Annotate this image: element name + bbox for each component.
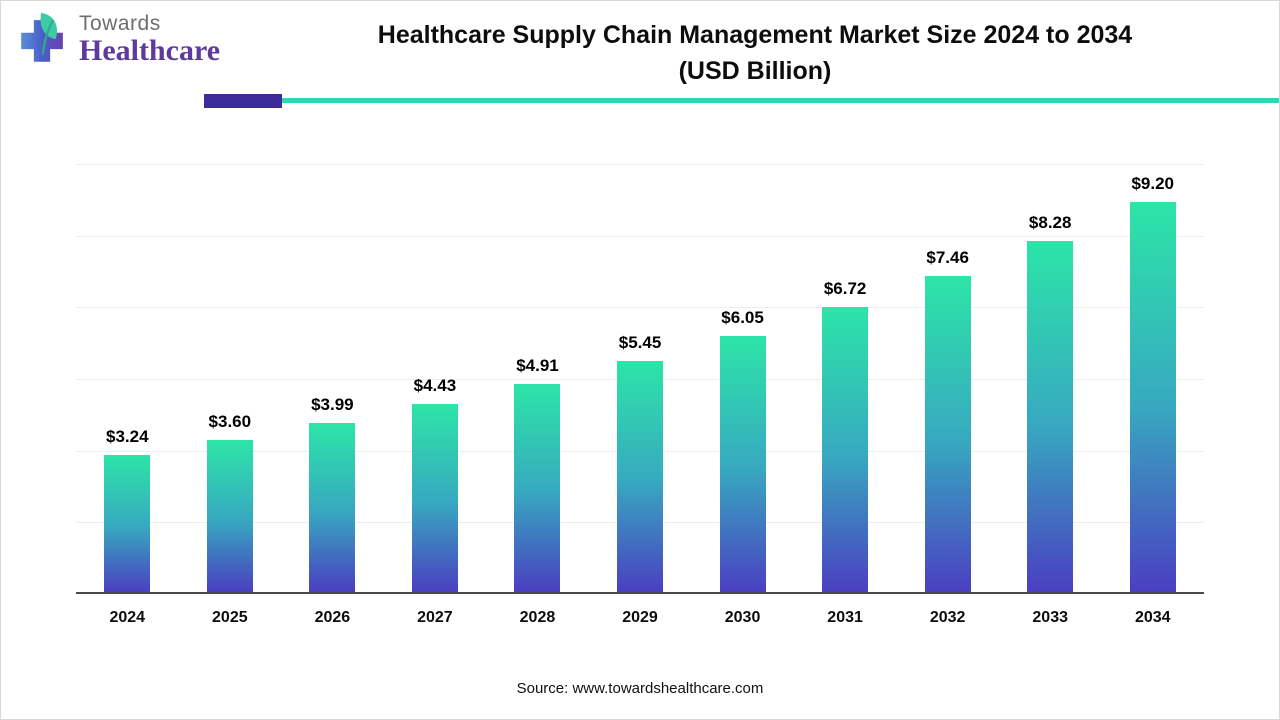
- bar-value-label: $3.60: [208, 412, 252, 431]
- bar: [411, 404, 458, 592]
- brand-logo: Towards Healthcare: [13, 11, 220, 69]
- bar-column: $8.28: [999, 164, 1102, 592]
- bar: [719, 336, 766, 592]
- bar-column: $4.43: [384, 164, 487, 592]
- bar: [104, 455, 151, 592]
- brand-text: Towards Healthcare: [79, 13, 220, 67]
- chart-title: Healthcare Supply Chain Management Marke…: [251, 17, 1259, 90]
- source-text: Source: www.towardshealthcare.com: [516, 680, 764, 697]
- bar-value-label: $3.99: [311, 395, 354, 414]
- divider-purple-segment: [204, 94, 282, 108]
- x-axis-tick-label: 2032: [929, 609, 966, 626]
- chart-title-line1: Healthcare Supply Chain Management Marke…: [377, 21, 1133, 49]
- x-axis-tick-label: 2028: [519, 609, 556, 626]
- bar: [206, 440, 253, 592]
- x-axis-tick-label: 2031: [827, 609, 863, 626]
- healthcare-cross-leaf-icon: [21, 12, 63, 62]
- bar-column: $3.60: [179, 164, 282, 592]
- x-axis-labels: 2024 2025 2026 2027 2028 2029 2030 2031 2032 2033…: [76, 609, 1204, 627]
- bar-column: $4.91: [486, 164, 589, 592]
- bar: [617, 361, 663, 592]
- gridline: [76, 164, 1204, 165]
- bar-value-label: $7.46: [926, 248, 969, 267]
- bar: [514, 384, 561, 592]
- bar: [822, 307, 869, 592]
- gridline: [76, 307, 1204, 308]
- bar-column: $6.72: [794, 164, 897, 592]
- bar: [1129, 202, 1176, 592]
- x-axis-tick-label: 2027: [417, 609, 453, 626]
- bar: [924, 276, 971, 592]
- chart-title-line2: (USD Billion): [678, 57, 832, 86]
- bar-value-label: $6.05: [721, 308, 764, 327]
- x-axis-tick-label: 2029: [622, 609, 658, 626]
- bar-column: $9.20: [1101, 164, 1204, 592]
- bar-chart-plot-area: $3.24 $3.60 $3.99 $4.43 $4.91 $5.45 $6.05 $6.72…: [76, 164, 1204, 594]
- bar-column: $5.45: [589, 164, 692, 592]
- x-axis-tick-label: 2033: [1032, 609, 1068, 626]
- x-axis-tick-label: 2030: [724, 609, 761, 626]
- bar-column: $3.24: [76, 164, 179, 592]
- bar-value-label: $4.91: [516, 356, 559, 375]
- bars-container: $3.24 $3.60 $3.99 $4.43 $4.91 $5.45 $6.05 $6.72…: [76, 164, 1204, 592]
- gridline: [76, 236, 1204, 237]
- divider-teal-line: [282, 98, 1279, 103]
- bar: [1027, 241, 1074, 592]
- x-axis-tick-label: 2024: [109, 609, 146, 626]
- bar-value-label: $5.45: [618, 333, 662, 352]
- bar-value-label: $4.43: [413, 376, 457, 395]
- bar-value-label: $8.28: [1028, 213, 1072, 232]
- bar-value-label: $6.72: [823, 279, 867, 298]
- bar-column: $3.99: [281, 164, 384, 592]
- x-axis-tick-label: 2034: [1134, 609, 1171, 626]
- bar-value-label: $3.24: [106, 427, 149, 446]
- x-axis-tick-label: 2025: [212, 609, 248, 626]
- header-divider: [204, 94, 1279, 108]
- bar-column: $6.05: [691, 164, 794, 592]
- bar-column: $7.46: [896, 164, 999, 592]
- brand-name-top: Towards: [79, 12, 161, 36]
- bar-value-label: $9.20: [1131, 174, 1175, 193]
- bar: [309, 423, 356, 592]
- brand-name-bottom: Healthcare: [79, 34, 221, 68]
- x-axis-tick-label: 2026: [314, 609, 351, 626]
